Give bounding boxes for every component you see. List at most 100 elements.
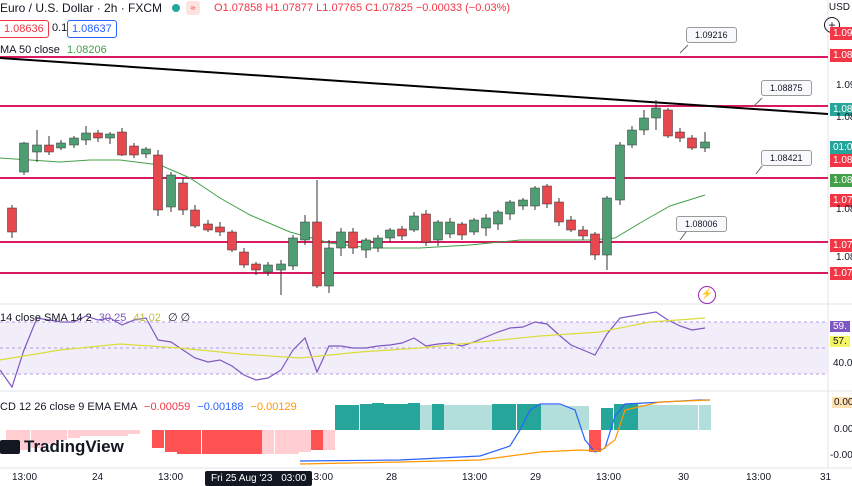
candle-body-39[interactable] [481, 217, 491, 229]
candle-body-16[interactable] [203, 223, 213, 231]
candle-body-21[interactable] [263, 264, 273, 273]
tradingview-logo[interactable]: TradingView [0, 437, 124, 457]
candle-body-43[interactable] [530, 187, 540, 207]
candle-body-29[interactable] [361, 239, 371, 251]
candle-body-4[interactable] [56, 142, 66, 149]
rsi-empty-marks: ∅ ∅ [167, 312, 191, 324]
candle-body-12[interactable] [153, 154, 163, 211]
flag-icon[interactable]: ≈ [186, 1, 201, 15]
trendline[interactable] [0, 57, 829, 115]
candle-body-31[interactable] [385, 229, 395, 239]
candle-body-26[interactable] [324, 247, 334, 287]
candle-body-37[interactable] [457, 223, 467, 236]
candle-body-57[interactable] [700, 141, 710, 149]
candle-body-32[interactable] [397, 228, 407, 237]
candle-body-53[interactable] [651, 107, 661, 119]
spread-value: 0.1 [52, 22, 68, 34]
candle-body-35[interactable] [433, 221, 443, 241]
candle-body-56[interactable] [687, 137, 697, 149]
horizontal-levels[interactable] [0, 56, 828, 274]
time-label-1: 24 [92, 472, 104, 483]
candle-body-45[interactable] [554, 201, 564, 223]
candle-body-8[interactable] [105, 133, 115, 139]
symbol-title[interactable]: Euro / U.S. Dollar · 2h · FXCM [0, 1, 163, 15]
candle-body-54[interactable] [663, 109, 673, 137]
crosshair-date-chip: Fri 25 Aug '23 03:00 [205, 471, 313, 486]
candle-body-27[interactable] [336, 231, 346, 249]
candle-body-13[interactable] [166, 174, 176, 208]
price-tick-3: 1.08 [836, 252, 852, 263]
currency-label[interactable]: USD [828, 2, 850, 13]
candle-body-10[interactable] [129, 145, 139, 156]
buy-price-badge[interactable]: 1.08637 [67, 20, 117, 38]
candle-body-3[interactable] [44, 144, 54, 153]
symbol-header: Euro / U.S. Dollar · 2h · FXCM ≈ O1.0785… [0, 0, 510, 16]
candle-body-51[interactable] [627, 129, 637, 146]
candle-body-48[interactable] [590, 233, 600, 256]
time-label-9: 13:00 [746, 472, 772, 483]
macd-bar-7 [92, 430, 104, 436]
candle-body-2[interactable] [32, 144, 42, 153]
candle-body-15[interactable] [190, 209, 200, 227]
candles[interactable] [7, 100, 710, 295]
macd-bar-9 [116, 430, 128, 436]
candle-body-34[interactable] [421, 213, 431, 243]
candle-body-6[interactable] [81, 132, 91, 141]
candle-body-44[interactable] [542, 185, 552, 205]
candle-body-9[interactable] [117, 131, 127, 156]
candle-body-47[interactable] [578, 229, 588, 237]
candle-body-19[interactable] [239, 251, 249, 266]
macd-bar-41 [517, 404, 529, 430]
macd-bar-37 [468, 405, 480, 430]
sell-price-badge[interactable]: 1.08636 [0, 20, 49, 38]
candle-body-22[interactable] [276, 263, 286, 271]
rsi-legend[interactable]: 14 close SMA 14 2 30.25 41.02 ∅ ∅ [0, 311, 190, 324]
candle-body-11[interactable] [141, 148, 151, 155]
macd-bar-10 [128, 430, 140, 434]
candle-body-33[interactable] [409, 215, 419, 231]
price-axis-label-2: 1.08 [830, 103, 852, 116]
candle-body-20[interactable] [251, 263, 261, 271]
candle-body-46[interactable] [566, 219, 576, 231]
candle-body-42[interactable] [518, 199, 528, 207]
price-axis-label-0: 1.09 [830, 27, 852, 40]
candle-body-7[interactable] [93, 132, 103, 139]
macd-bar-31 [396, 404, 408, 430]
candle-body-0[interactable] [7, 207, 17, 233]
candle-body-49[interactable] [602, 197, 612, 256]
macd-bar-2 [31, 430, 43, 448]
macd-bar-33 [420, 405, 432, 430]
candle-body-38[interactable] [469, 219, 479, 233]
lightning-icon[interactable]: ⚡ [698, 286, 716, 304]
candle-body-41[interactable] [505, 201, 515, 215]
callout-box-2[interactable]: 1.08421 [761, 150, 812, 166]
candle-body-28[interactable] [348, 231, 358, 249]
candle-body-25[interactable] [312, 221, 322, 287]
callout-box-0[interactable]: 1.09216 [686, 27, 737, 43]
candle-body-23[interactable] [288, 237, 298, 267]
callout-box-3[interactable]: 1.08006 [676, 216, 727, 232]
candle-body-17[interactable] [215, 226, 225, 233]
rsi-value-1: 30.25 [98, 312, 127, 324]
candle-body-40[interactable] [493, 211, 503, 225]
price-axis-label-5: 1.08 [830, 174, 852, 187]
macd-bar-51 [638, 405, 650, 430]
macd-bar-18 [238, 430, 250, 454]
macd-legend[interactable]: CD 12 26 close 9 EMA EMA −0.00059 −0.001… [0, 401, 297, 413]
candle-body-1[interactable] [19, 142, 29, 173]
candle-body-52[interactable] [639, 117, 649, 131]
rsi-sma-line [0, 317, 706, 361]
candle-body-14[interactable] [178, 182, 188, 211]
macd-bar-1 [18, 430, 30, 450]
rsi-legend-label: 14 close SMA 14 2 [0, 312, 92, 324]
candle-body-18[interactable] [227, 231, 237, 251]
candle-body-24[interactable] [300, 221, 310, 241]
sma-legend[interactable]: MA 50 close 1.08206 [0, 44, 107, 56]
candle-body-5[interactable] [69, 137, 79, 146]
candle-body-30[interactable] [373, 237, 383, 249]
candle-body-36[interactable] [445, 221, 455, 235]
macd-bar-8 [104, 430, 116, 436]
candle-body-50[interactable] [615, 144, 625, 201]
callout-box-1[interactable]: 1.08875 [761, 80, 812, 96]
candle-body-55[interactable] [675, 131, 685, 139]
